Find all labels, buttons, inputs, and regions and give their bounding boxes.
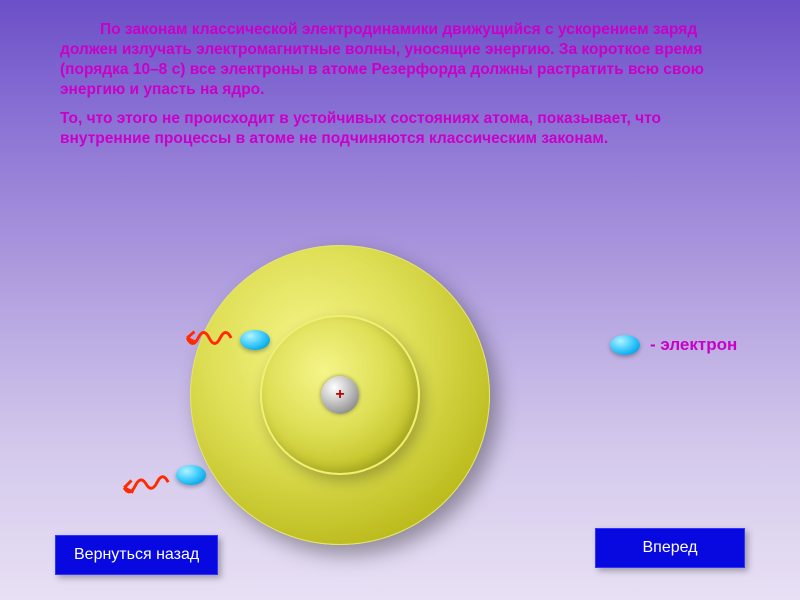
legend-label: - электрон bbox=[650, 335, 737, 355]
forward-button[interactable]: Вперед bbox=[595, 528, 745, 568]
legend: - электрон bbox=[610, 335, 737, 355]
electron-2 bbox=[176, 465, 206, 485]
radiation-wave-2 bbox=[115, 470, 170, 500]
legend-electron-icon bbox=[610, 335, 640, 355]
radiation-wave-1 bbox=[178, 323, 233, 353]
nucleus-label: + bbox=[335, 386, 344, 404]
nucleus: + bbox=[321, 376, 359, 414]
back-button-label: Вернуться назад bbox=[74, 546, 199, 563]
body-text: По законам классической электродинамики … bbox=[0, 0, 800, 149]
back-button[interactable]: Вернуться назад bbox=[55, 535, 218, 575]
paragraph-1: По законам классической электродинамики … bbox=[60, 20, 755, 101]
atom-diagram: + bbox=[170, 225, 510, 565]
paragraph-2: То, что этого не происходит в устойчивых… bbox=[60, 109, 755, 149]
electron-1 bbox=[240, 330, 270, 350]
forward-button-label: Вперед bbox=[642, 539, 697, 556]
